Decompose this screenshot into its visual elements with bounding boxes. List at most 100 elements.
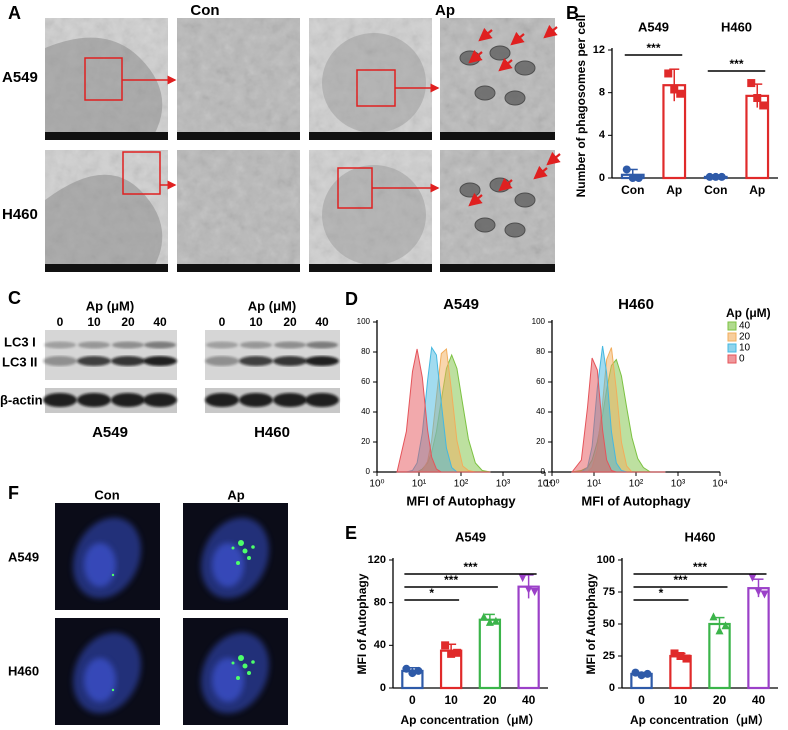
band	[111, 393, 145, 407]
y-tick-label: 25	[603, 650, 615, 662]
bar	[747, 587, 770, 690]
y-tick-label: 100	[357, 317, 371, 326]
column-label: Ap	[227, 487, 244, 502]
y-tick-label: 100	[597, 554, 615, 566]
x-axis-label: Ap concentration（μM）	[400, 712, 540, 727]
puncta	[236, 561, 240, 565]
y-tick-label: 0	[380, 682, 386, 694]
x-tick-label: 0	[638, 693, 645, 707]
nucleus	[84, 543, 116, 587]
row-label: A549	[8, 549, 39, 564]
band	[143, 393, 177, 407]
phagosome	[514, 192, 536, 208]
significance-label: *	[659, 586, 664, 600]
y-tick-label: 60	[536, 377, 545, 386]
data-point	[643, 669, 652, 678]
data-point	[447, 649, 456, 658]
x-tick-label: 10²	[454, 479, 469, 490]
y-tick-label: 40	[536, 407, 545, 416]
phagosome	[474, 217, 496, 233]
x-tick-label: 10²	[629, 479, 644, 490]
tem-texture	[440, 150, 555, 272]
band	[143, 356, 177, 366]
data-point	[402, 664, 411, 673]
legend-swatch	[727, 332, 737, 342]
bar	[517, 585, 540, 690]
panel-label: D	[345, 289, 358, 309]
x-tick-label: Con	[704, 183, 727, 197]
data-point	[711, 172, 720, 181]
puncta	[238, 655, 244, 661]
y-tick-label: 4	[599, 129, 606, 141]
pointer-arrow	[546, 151, 561, 166]
cell	[45, 37, 163, 140]
bar	[478, 618, 502, 690]
y-tick-label: 20	[361, 437, 370, 446]
puncta	[238, 540, 244, 546]
x-tick-label: 10	[674, 693, 688, 707]
data-point	[628, 174, 637, 182]
phagosome	[504, 222, 526, 238]
pointer-arrow	[510, 31, 525, 46]
tem-texture	[177, 150, 300, 272]
scale-bar	[177, 264, 300, 272]
band-label: LC3 I	[4, 334, 36, 349]
row-label: H460	[8, 663, 39, 678]
scale-bar	[177, 132, 300, 140]
y-tick-label: 80	[536, 347, 545, 356]
scale-bar	[440, 264, 555, 272]
panel-label: C	[8, 288, 21, 308]
cell-line-label: H460	[254, 424, 290, 441]
pointer-arrow	[468, 49, 483, 64]
data-point	[670, 649, 679, 658]
puncta	[251, 545, 255, 549]
pointer-arrow	[468, 192, 483, 207]
data-point	[676, 89, 685, 98]
y-tick-label: 60	[361, 377, 370, 386]
scale-bar	[45, 264, 168, 272]
y-tick-label: 0	[609, 682, 615, 694]
chart-title: H460	[618, 296, 654, 313]
data-point	[664, 69, 673, 78]
x-tick-label: 40	[522, 693, 536, 707]
y-tick-label: 80	[361, 347, 370, 356]
puncta	[251, 660, 255, 664]
y-tick-label: 40	[361, 407, 370, 416]
histogram	[396, 348, 491, 473]
x-axis-label: Ap concentration（μM）	[630, 712, 770, 727]
puncta	[111, 573, 115, 577]
blot	[45, 330, 177, 380]
data-point	[753, 94, 762, 102]
x-tick-label: Ap	[749, 183, 765, 197]
images	[43, 18, 561, 725]
data-point	[721, 621, 730, 630]
band	[273, 393, 307, 407]
group-title: A549	[638, 19, 669, 34]
band-label: β-actin	[0, 392, 43, 407]
nucleus	[212, 543, 244, 587]
data-point	[453, 648, 462, 657]
data-point	[715, 626, 724, 635]
puncta	[231, 546, 235, 550]
group-title: H460	[721, 19, 752, 34]
panel-label: B	[566, 3, 579, 23]
dose-label: 0	[57, 315, 64, 329]
phagosome	[514, 60, 536, 76]
y-tick-label: 80	[374, 597, 386, 609]
phagosome	[489, 45, 511, 61]
scale-bar	[309, 132, 432, 140]
chart-title: A549	[455, 529, 486, 544]
blot	[205, 330, 340, 380]
pointer-arrow	[498, 57, 513, 72]
x-tick-label: 10³	[671, 479, 686, 490]
data-point	[479, 612, 488, 621]
band	[112, 341, 144, 349]
legend-label: 40	[739, 321, 751, 332]
cell	[322, 33, 426, 133]
data-point	[631, 668, 640, 677]
significance-label: ***	[646, 41, 660, 55]
treatment-label: Ap (μM)	[86, 298, 134, 313]
band	[305, 393, 339, 407]
scale-bar	[440, 132, 555, 140]
